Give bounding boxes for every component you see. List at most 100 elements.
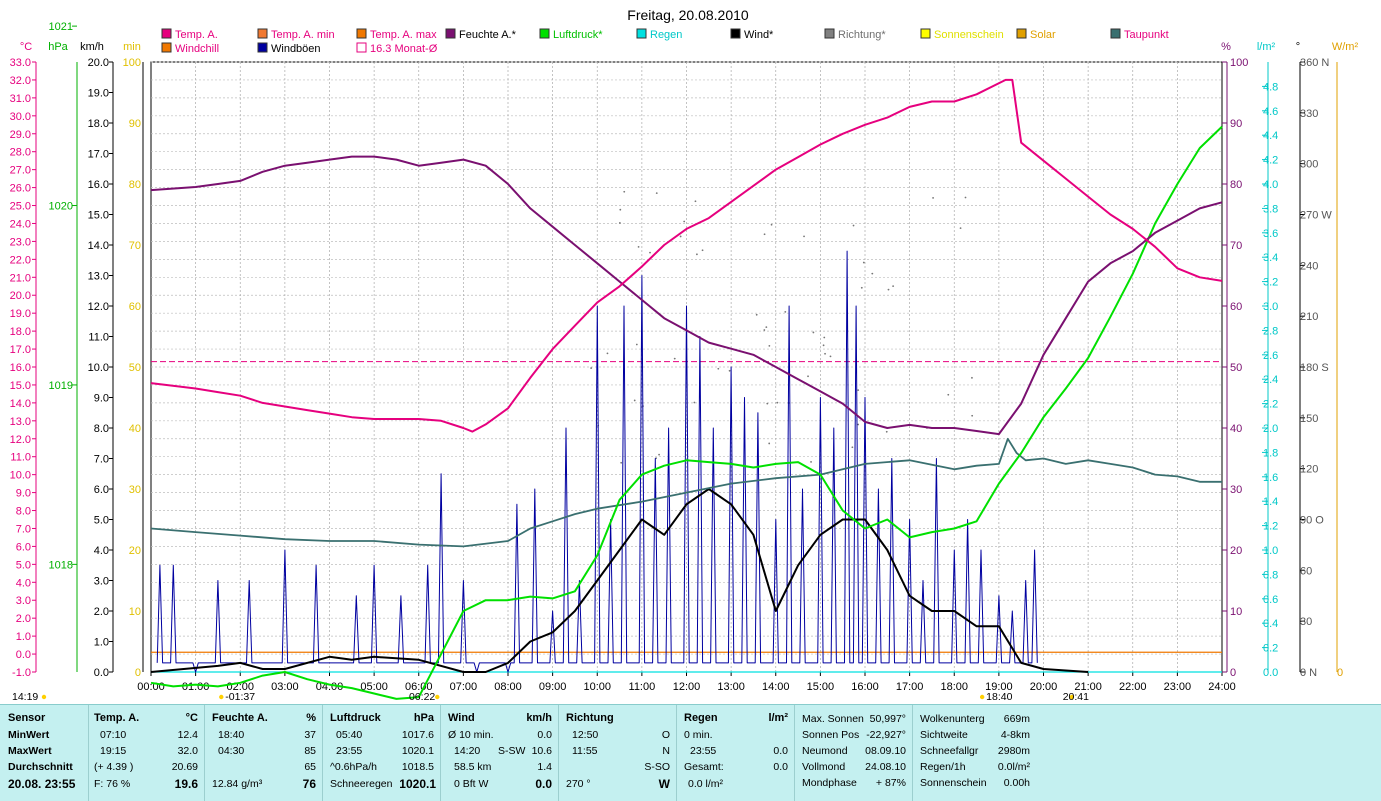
direction-point	[606, 352, 609, 355]
temp-tick-label: 30.0	[10, 111, 31, 123]
temp-tick-label: 18.0	[10, 326, 31, 338]
pressure-unit: hPa	[413, 712, 434, 724]
direction-point	[807, 375, 809, 378]
direction-point	[717, 367, 720, 370]
pressure-forecast: Schneeregen	[330, 778, 393, 790]
rain-tick-label: 4.8	[1263, 81, 1278, 93]
temp-tick-label: 24.0	[10, 218, 31, 230]
sun-marker-dot	[979, 694, 985, 700]
humidity-max-time: 04:30	[218, 745, 245, 757]
rain-tick-label: 3.8	[1263, 203, 1278, 215]
temp-header: Temp. A.	[94, 712, 140, 724]
direction-point	[829, 355, 832, 358]
stats-rain-column: Regen l/m² 0 min. 23:55 0.0 Gesamt: 0.0 …	[676, 705, 795, 801]
legend-label: Regen	[650, 29, 682, 41]
wind-max: 10.6	[531, 745, 552, 757]
direction-point	[871, 272, 874, 275]
humidity-tick-label: 10	[1230, 606, 1242, 618]
legend-label: Luftdruck*	[553, 29, 603, 41]
temp-tick-label: 26.0	[10, 183, 31, 195]
stats-temp-column: Temp. A. °C 07:10 12.4 19:15 32.0 (+ 4.3…	[88, 705, 205, 801]
maxwert-label: MaxWert	[8, 745, 52, 757]
x-tick-label: 17:00	[896, 681, 924, 693]
durchschnitt-label: Durchschnitt	[8, 761, 73, 773]
direction-point	[932, 197, 934, 199]
pressure-axis-header: hPa	[48, 41, 68, 53]
minwert-label: MinWert	[8, 729, 50, 741]
x-tick-label: 19:00	[985, 681, 1013, 693]
direction-point	[620, 461, 623, 464]
stats-wind-column: Wind km/h Ø 10 min. 0.0 14:20 S-SW 10.6 …	[440, 705, 559, 801]
legend-swatch	[161, 28, 172, 39]
temp-current-label: F: 76 %	[94, 778, 131, 790]
direction-point	[812, 331, 815, 334]
x-tick-label: 08:00	[494, 681, 522, 693]
new-moon-value: 08.09.10	[865, 745, 906, 757]
humidity-tick-label: 40	[1230, 423, 1242, 435]
humidity-tick-label: 50	[1230, 362, 1242, 374]
solar-tick-label: 0	[1337, 667, 1343, 679]
temp-tick-label: 31.0	[10, 93, 31, 105]
direction-header: Richtung	[566, 712, 614, 724]
x-tick-label: 10:00	[583, 681, 611, 693]
stats-pressure-column: Luftdruck hPa 05:40 1017.6 23:55 1020.1 …	[322, 705, 441, 801]
temp-tick-label: 1.0	[16, 631, 31, 643]
humidity-unit: %	[306, 712, 316, 724]
rain-tick-label: 3.0	[1263, 301, 1278, 313]
humidity-tick-label: 80	[1230, 179, 1242, 191]
series-layer	[150, 78, 1223, 700]
wind-tick-label: 18.0	[88, 118, 109, 130]
legend-swatch	[636, 28, 647, 39]
temp-current: 19.6	[174, 777, 198, 791]
temp-min-time: 07:10	[100, 729, 127, 741]
direction-point	[770, 223, 773, 226]
legend-label: Feuchte A.*	[459, 29, 517, 41]
legend-swatch	[539, 28, 550, 39]
direction-point	[765, 326, 768, 328]
max-sun-value: 50,997°	[869, 713, 906, 725]
rain-tick-label: 4.4	[1263, 130, 1278, 142]
x-tick-label: 05:00	[360, 681, 388, 693]
humidity-max: 85	[304, 745, 316, 757]
temp-tick-label: 17.0	[10, 344, 31, 356]
direction-point	[892, 285, 895, 288]
rain-per-hour-label: Regen/1h	[920, 761, 966, 773]
sun-pos-value: -22,927°	[866, 729, 906, 741]
direction-point	[822, 344, 825, 347]
direction-axis-header: °	[1296, 41, 1300, 53]
sun-tick-label: 10	[129, 606, 141, 618]
x-tick-label: 23:00	[1164, 681, 1192, 693]
stats-sun-column: Max. Sonnen 50,997° Sonnen Pos -22,927° …	[794, 705, 913, 801]
direction-point	[683, 220, 686, 223]
sun-marker-label: 06:22	[409, 691, 435, 703]
direction-current: W	[658, 777, 670, 791]
wind-tick-label: 2.0	[94, 606, 109, 618]
direction-point	[959, 227, 962, 230]
temp-tick-label: 7.0	[16, 523, 31, 535]
direction-tick-label: 330	[1300, 108, 1318, 120]
rain-tick-label: 1.2	[1263, 521, 1278, 533]
direction-max: N	[662, 745, 670, 757]
pressure-header: Luftdruck	[330, 712, 381, 724]
x-tick-label: 03:00	[271, 681, 299, 693]
rain-tick-label: 2.8	[1263, 325, 1278, 337]
temp-tick-label: 3.0	[16, 595, 31, 607]
humidity-tick-label: 30	[1230, 484, 1242, 496]
legend-swatch	[1016, 28, 1027, 39]
direction-point	[862, 261, 865, 264]
x-tick-label: 15:00	[807, 681, 835, 693]
pressure-trend: ^0.6hPa/h	[330, 761, 377, 773]
wind-tick-label: 17.0	[88, 149, 109, 161]
direction-point	[971, 414, 974, 417]
rain-header: Regen	[684, 712, 718, 724]
rain-duration: 0 min.	[684, 729, 713, 741]
temp-tick-label: 15.0	[10, 380, 31, 392]
sun-marker-label: 18:40	[986, 691, 1012, 703]
rain-tick-label: 2.2	[1263, 399, 1278, 411]
humidity-tick-label: 60	[1230, 301, 1242, 313]
wind-tick-label: 12.0	[88, 301, 109, 313]
direction-tick-label: 60	[1300, 565, 1312, 577]
sun-tick-label: 20	[129, 545, 141, 557]
rain-tick-label: 3.2	[1263, 277, 1278, 289]
pressure-tick-label: 1021	[49, 21, 73, 33]
